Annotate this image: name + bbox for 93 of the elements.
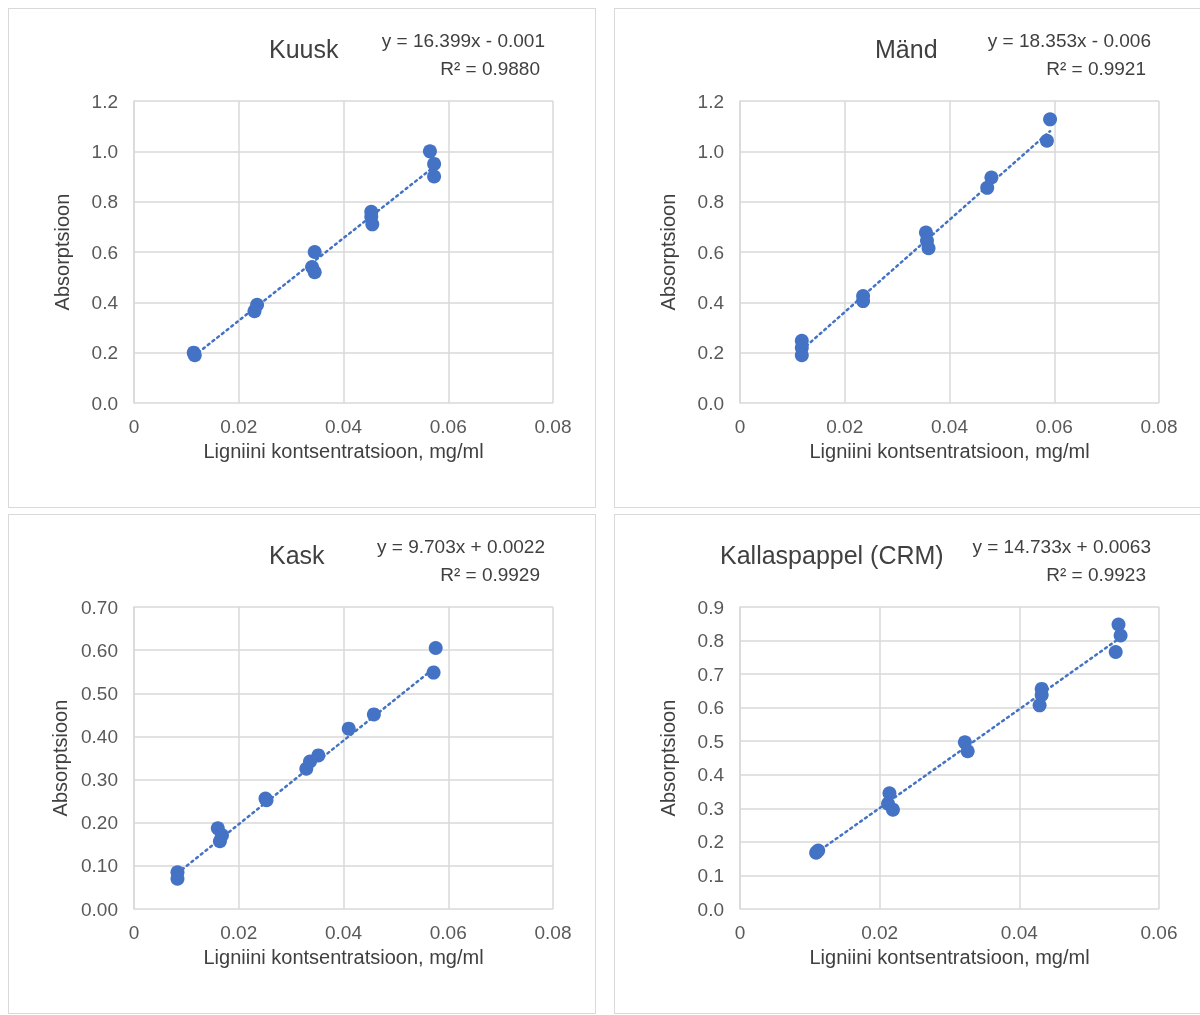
point xyxy=(250,297,265,312)
x-tick-label: 0 xyxy=(734,922,746,943)
y-tick-label: 0.20 xyxy=(81,812,118,834)
text: R² = 0.9929 xyxy=(440,564,541,585)
y-tick-label: 0.4 xyxy=(91,291,119,313)
y-tick-label: 0.2 xyxy=(697,342,724,364)
x-tick-label: 0.02 xyxy=(826,416,864,437)
chart-title: Mänd xyxy=(875,34,938,63)
text: y = 16.399x - 0.001 xyxy=(381,30,546,51)
y-axis-title: Absorptsioon xyxy=(49,699,72,817)
y-tick-label: 0.4 xyxy=(697,764,725,786)
y-axis-title: Absorptsioon xyxy=(657,193,679,311)
point xyxy=(366,707,381,722)
text: R² = 0.9923 xyxy=(1046,564,1147,585)
x-tick-label: 0.06 xyxy=(429,416,467,437)
y-tick-label: 0.1 xyxy=(697,864,724,886)
text: y = 9.703x + 0.0022 xyxy=(377,536,545,557)
point xyxy=(307,245,322,259)
y-tick-label: 0.8 xyxy=(91,191,118,213)
y-tick-label: 0.6 xyxy=(91,241,118,263)
point xyxy=(1108,644,1123,659)
x-tick-label: 0.02 xyxy=(220,922,258,943)
text: R² = 0.9921 xyxy=(1046,58,1147,79)
y-tick-label: 0.2 xyxy=(697,831,724,853)
point xyxy=(1032,698,1047,713)
y-axis-title: Absorptsioon xyxy=(657,699,679,817)
point xyxy=(426,665,441,680)
x-axis-title: Ligniini kontsentratsioon, mg/ml xyxy=(203,440,484,462)
chart-title: Kask xyxy=(269,540,326,569)
chart-title: Kallaspappel (CRM) xyxy=(720,540,944,569)
x-axis-title: Ligniini kontsentratsioon, mg/ml xyxy=(809,946,1090,968)
x-tick-label: 0.08 xyxy=(1140,416,1178,437)
y-tick-label: 0.3 xyxy=(697,797,724,819)
y-tick-label: 0.50 xyxy=(81,682,118,704)
y-tick-label: 0.60 xyxy=(81,639,118,661)
text: y = 18.353x - 0.006 xyxy=(987,30,1152,51)
point xyxy=(427,156,442,171)
y-tick-label: 1.0 xyxy=(91,140,118,162)
y-tick-label: 0.6 xyxy=(697,697,724,719)
point xyxy=(1039,133,1054,148)
y-tick-label: 0.0 xyxy=(91,392,118,414)
y-tick-label: 0.8 xyxy=(697,191,724,213)
point xyxy=(307,265,322,280)
text: R² = 0.9880 xyxy=(440,58,541,79)
x-tick-label: 0.06 xyxy=(429,922,467,943)
point xyxy=(341,721,356,736)
point xyxy=(960,744,975,759)
point xyxy=(1113,628,1128,643)
y-tick-label: 0.00 xyxy=(81,898,118,920)
y-tick-label: 0.10 xyxy=(81,855,118,877)
x-tick-label: 0.08 xyxy=(534,416,572,437)
text: y = 14.733x + 0.0063 xyxy=(972,536,1152,557)
chart-title: Kuusk xyxy=(269,34,339,63)
x-tick-label: 0.04 xyxy=(325,416,363,437)
y-tick-label: 0.0 xyxy=(697,392,724,414)
y-axis-title: Absorptsioon xyxy=(51,193,73,311)
x-axis-title: Ligniini kontsentratsioon, mg/ml xyxy=(203,946,484,968)
point xyxy=(980,180,995,195)
y-tick-label: 0.30 xyxy=(81,769,118,791)
y-tick-label: 1.0 xyxy=(697,140,724,162)
y-tick-label: 1.2 xyxy=(697,90,724,112)
y-tick-label: 0.5 xyxy=(697,730,724,752)
x-tick-label: 0 xyxy=(734,416,746,437)
y-tick-label: 0.40 xyxy=(81,725,118,747)
x-tick-label: 0.04 xyxy=(931,416,969,437)
y-tick-label: 0.9 xyxy=(697,596,724,618)
point xyxy=(311,748,326,763)
y-tick-label: 0.7 xyxy=(697,663,724,685)
point xyxy=(365,217,380,232)
point xyxy=(921,241,936,256)
y-tick-label: 0.0 xyxy=(697,898,724,920)
y-tick-label: 1.2 xyxy=(91,90,118,112)
x-tick-label: 0.02 xyxy=(220,416,258,437)
point xyxy=(212,834,227,849)
y-tick-label: 0.8 xyxy=(697,630,724,652)
x-tick-label: 0.08 xyxy=(534,922,572,943)
point xyxy=(422,144,437,159)
x-tick-label: 0.04 xyxy=(1000,922,1039,943)
point xyxy=(427,169,442,184)
point xyxy=(1043,112,1058,127)
y-tick-label: 0.6 xyxy=(697,241,724,263)
x-tick-label: 0 xyxy=(128,416,140,437)
y-tick-label: 0.70 xyxy=(81,596,118,618)
x-tick-label: 0.02 xyxy=(861,922,899,943)
x-tick-label: 0.06 xyxy=(1035,416,1073,437)
x-tick-label: 0 xyxy=(128,922,140,943)
y-tick-label: 0.4 xyxy=(697,291,725,313)
x-axis-title: Ligniini kontsentratsioon, mg/ml xyxy=(809,440,1090,462)
y-tick-label: 0.2 xyxy=(91,342,118,364)
point xyxy=(885,802,900,817)
x-tick-label: 0.06 xyxy=(1140,922,1178,943)
point xyxy=(428,640,443,655)
x-tick-label: 0.04 xyxy=(325,922,363,943)
